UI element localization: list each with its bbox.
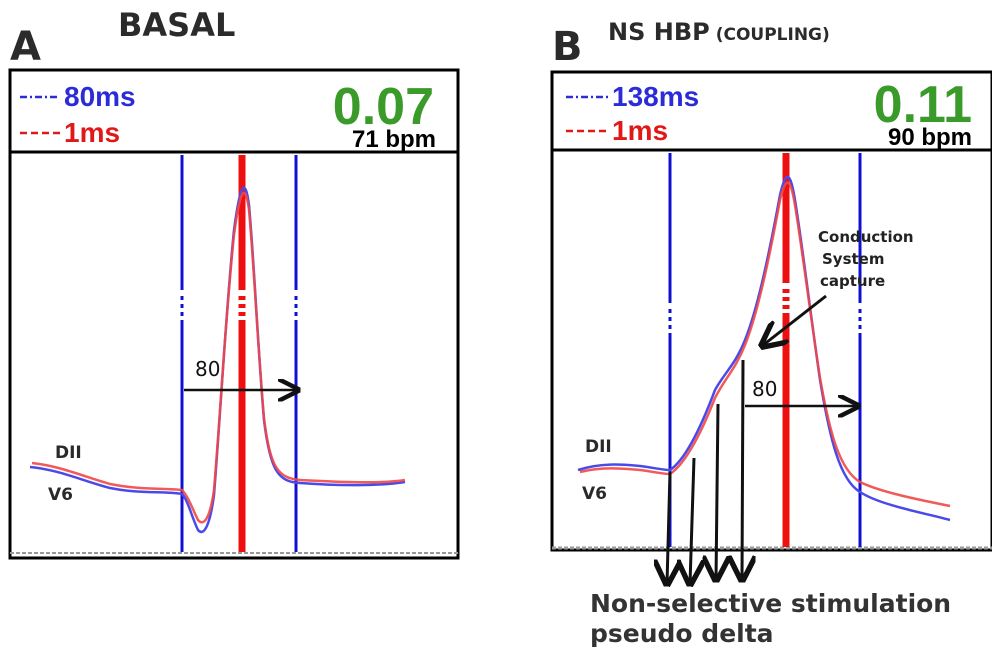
panel-b-annotation-line-3: capture — [820, 272, 885, 290]
panel-a-legend-blue-label: 80ms — [64, 81, 136, 112]
panel-b-v6-trace — [579, 181, 951, 508]
panel-b-annotation-line-1: Conduction — [818, 228, 914, 246]
panel-b: B NS HBP (COUPLING) 138ms 1ms 0.11 90 bpm… — [550, 18, 992, 648]
panel-a-title: BASAL — [118, 6, 235, 44]
panel-b-interval-label: 80 — [752, 377, 777, 401]
panel-a-bpm: 71 bpm — [352, 126, 436, 153]
panel-b-lead-v6: V6 — [582, 484, 607, 504]
delta-arrow-1 — [667, 471, 670, 584]
delta-arrow-4 — [742, 359, 743, 580]
panel-a: A BASAL 80ms 1ms 0.07 71 bpm DII V6 80 — [8, 6, 460, 560]
panel-a-value: 0.07 — [333, 78, 434, 136]
panel-a-lead-dii: DII — [55, 443, 82, 463]
delta-arrow-2 — [690, 457, 694, 584]
panel-b-title-main: NS HBP — [608, 18, 710, 46]
panel-a-legend-red-label: 1ms — [64, 117, 120, 148]
panel-a-v6-trace — [31, 191, 406, 524]
panel-b-annotation-line-2: System — [822, 250, 884, 268]
panel-b-frame — [550, 70, 992, 552]
panel-b-annotation-arrow — [762, 294, 827, 346]
panel-b-letter: B — [552, 24, 583, 70]
panel-b-title-sub: (COUPLING) — [716, 25, 830, 45]
panel-a-interval-label: 80 — [195, 357, 220, 381]
panel-b-title: NS HBP (COUPLING) — [608, 18, 830, 46]
panel-b-lead-dii: DII — [585, 437, 612, 457]
panel-b-legend-red-label: 1ms — [612, 115, 668, 146]
caption-line-1: Non-selective stimulation — [590, 589, 951, 618]
delta-arrow-3 — [716, 403, 718, 580]
panel-b-bpm: 90 bpm — [888, 124, 972, 151]
panel-b-value: 0.11 — [874, 76, 972, 134]
panel-a-letter: A — [10, 24, 41, 70]
caption-line-2: pseudo delta — [590, 619, 774, 648]
panel-a-lead-v6: V6 — [48, 485, 73, 505]
panel-b-legend-blue-label: 138ms — [612, 81, 699, 112]
